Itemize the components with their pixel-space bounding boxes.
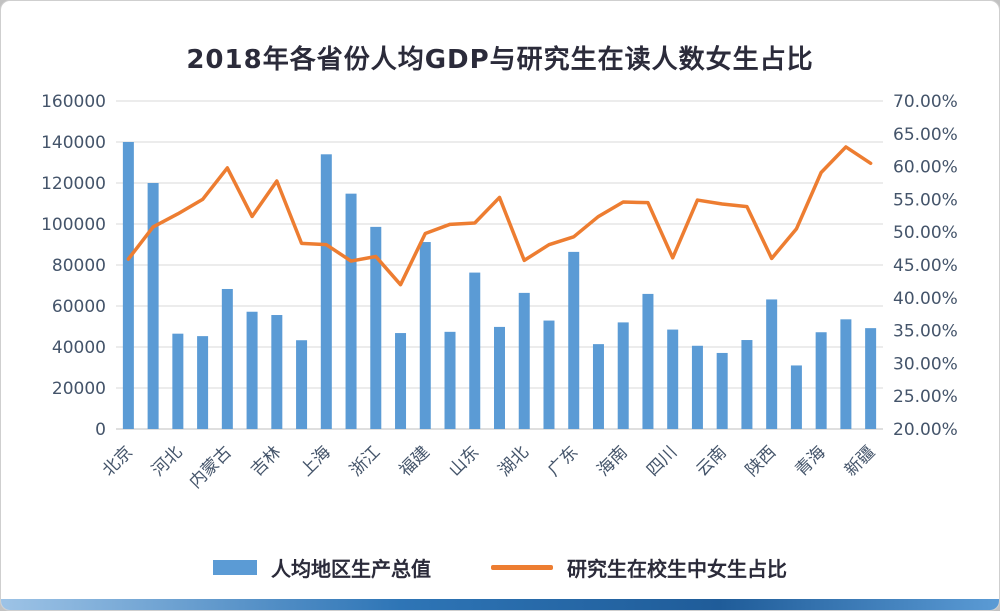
x-axis-label: 青海: [791, 442, 829, 480]
bar-安徽: [395, 333, 407, 429]
x-axis-label: 河北: [148, 442, 186, 480]
right-axis-label: 50.00%: [893, 223, 958, 243]
bar-山西: [197, 336, 209, 429]
bar-青海: [815, 332, 827, 429]
bar-辽宁: [246, 311, 258, 429]
right-axis-label: 70.00%: [893, 92, 958, 112]
bar-重庆: [642, 293, 654, 429]
left-axis-label: 80000: [52, 256, 106, 276]
bar-广西: [592, 344, 604, 429]
bar-吉林: [271, 315, 283, 429]
line-legend-swatch: [491, 565, 553, 570]
bar-四川: [667, 329, 679, 429]
legend-item-female-ratio: 研究生在校生中女生占比: [491, 553, 787, 582]
right-axis-label: 60.00%: [893, 158, 958, 178]
bar-贵州: [691, 345, 703, 429]
bar-上海: [320, 154, 332, 430]
bar-江西: [444, 331, 456, 429]
left-axis-label: 100000: [41, 215, 106, 235]
bar-福建: [419, 242, 431, 429]
bar-陕西: [766, 299, 778, 429]
bar-湖北: [518, 292, 530, 429]
x-axis-label: 内蒙古: [186, 442, 236, 492]
bar-黑龙江: [296, 340, 308, 429]
left-axis-label: 20000: [52, 379, 106, 399]
bar-云南: [716, 352, 728, 429]
bar-河北: [172, 333, 184, 429]
bar-海南: [617, 322, 629, 429]
bar-天津: [147, 183, 159, 429]
right-axis-label: 45.00%: [893, 256, 958, 276]
chart-legend: 人均地区生产总值 研究生在校生中女生占比: [1, 553, 999, 582]
right-axis-label: 40.00%: [893, 289, 958, 309]
bar-山东: [469, 272, 481, 429]
left-axis-label: 0: [95, 420, 106, 440]
x-axis-label: 四川: [643, 442, 681, 480]
bottom-accent-strip: [1, 599, 999, 610]
right-axis-label: 30.00%: [893, 354, 958, 374]
line-series: [126, 145, 873, 287]
bar-江苏: [345, 193, 357, 429]
legend-label-female-ratio: 研究生在校生中女生占比: [567, 557, 787, 581]
x-axis-label: 广东: [544, 442, 582, 480]
x-axis-label: 吉林: [247, 442, 285, 480]
right-axis-label: 35.00%: [893, 322, 958, 342]
bar-河南: [494, 326, 505, 429]
bar-广东: [568, 251, 580, 429]
x-axis-label: 云南: [693, 442, 731, 480]
left-axis-label: 120000: [41, 174, 106, 194]
left-axis-label: 160000: [41, 92, 106, 112]
bar-湖南: [543, 320, 555, 429]
x-axis-label: 山东: [445, 442, 483, 480]
right-axis-label: 65.00%: [893, 125, 958, 145]
right-axis-label: 55.00%: [893, 190, 958, 210]
bar-内蒙古: [221, 288, 233, 429]
bar-legend-swatch: [213, 560, 257, 575]
left-axis-label: 60000: [52, 297, 106, 317]
chart-title: 2018年各省份人均GDP与研究生在读人数女生占比: [186, 45, 814, 75]
x-axis-label: 陕西: [742, 442, 780, 480]
x-axis-label: 北京: [99, 442, 137, 480]
right-axis-label: 25.00%: [893, 387, 958, 407]
x-axis-label: 新疆: [841, 442, 879, 480]
bar-甘肃: [790, 365, 802, 429]
bar-西藏: [741, 340, 753, 429]
right-axis-label: 20.00%: [893, 420, 958, 440]
x-axis-label: 湖北: [495, 442, 533, 480]
left-axis-label: 40000: [52, 338, 106, 358]
bar-新疆: [865, 328, 877, 429]
bar-宁夏: [840, 319, 852, 429]
bar-浙江: [370, 226, 382, 429]
x-axis-label: 上海: [297, 442, 335, 480]
x-axis-label: 浙江: [346, 442, 384, 480]
x-axis-label: 福建: [396, 442, 434, 480]
legend-item-gdp: 人均地区生产总值: [213, 553, 431, 582]
bar-北京: [122, 142, 134, 429]
left-axis-label: 140000: [41, 133, 106, 153]
x-axis-label: 海南: [594, 442, 632, 480]
legend-label-gdp: 人均地区生产总值: [271, 557, 431, 581]
